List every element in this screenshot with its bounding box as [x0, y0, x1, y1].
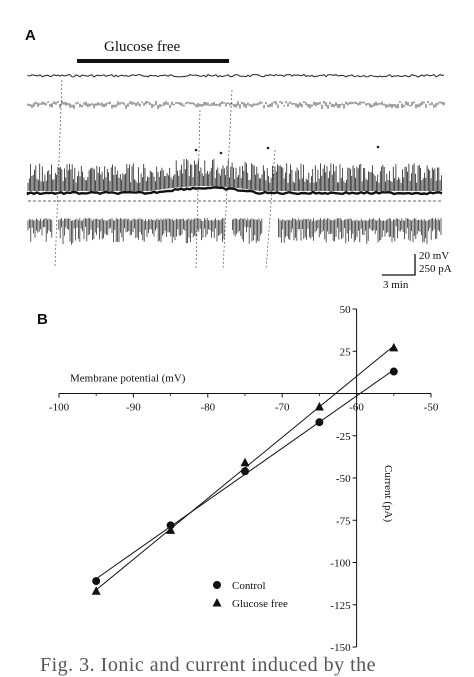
- x-tick-label: -50: [424, 402, 439, 414]
- chart-axes: -100 -90 -80 -70 -60 -50 50 25 -25 -50 -75 -100 -125…: [49, 304, 439, 654]
- data-point-control: [315, 418, 324, 427]
- trace-group: [26, 73, 445, 271]
- legend-label-control: Control: [232, 580, 266, 592]
- y-axis-title: Current (pA): [382, 465, 394, 522]
- y-tick-label: 50: [340, 304, 352, 316]
- data-point-control: [166, 521, 175, 530]
- panel-a-label: A: [25, 27, 36, 44]
- legend-marker-control: [213, 581, 221, 589]
- legend-label-glucose-free: Glucose free: [232, 598, 288, 610]
- data-point-glucose-free: [314, 402, 324, 411]
- chart-points: [91, 342, 399, 595]
- ramp-artefact: [54, 79, 63, 269]
- y-tick-label: -150: [330, 642, 351, 654]
- trace-4: [27, 218, 442, 245]
- recording-traces: [26, 59, 445, 276]
- trace-1: [27, 73, 445, 78]
- event-dot: [219, 151, 223, 155]
- event-dot: [266, 146, 270, 150]
- x-tick-label: -70: [275, 402, 290, 414]
- trace-3-spikes: [27, 158, 442, 191]
- glucose-free-label: Glucose free: [104, 39, 181, 55]
- scale-time-label: 3 min: [383, 279, 409, 291]
- ramp-artefact: [265, 149, 276, 271]
- ramp-artefact: [195, 109, 201, 271]
- event-dot: [376, 145, 380, 149]
- figure-caption: Fig. 3. Ionic and current induced by the: [40, 654, 377, 676]
- y-tick-label: -125: [330, 600, 351, 612]
- x-tick-label: -80: [200, 402, 215, 414]
- scale-bar: [382, 254, 416, 276]
- data-point-control: [92, 577, 101, 586]
- data-point-glucose-free: [389, 342, 399, 352]
- trace-2: [27, 101, 445, 109]
- y-tick-label: 25: [340, 346, 352, 358]
- data-point-control: [241, 467, 249, 476]
- trace-3-baseline: [26, 186, 443, 196]
- panel-b-label: B: [37, 311, 48, 328]
- scale-current-label: 250 pA: [419, 263, 452, 275]
- scale-voltage-label: 20 mV: [419, 250, 450, 262]
- x-tick-label: -90: [126, 402, 141, 414]
- chart-legend: Control Glucose free: [212, 580, 288, 610]
- data-point-glucose-free: [166, 525, 176, 534]
- data-point-glucose-free: [240, 457, 250, 467]
- x-tick-label: -60: [349, 402, 364, 414]
- y-tick-label: -50: [336, 473, 351, 485]
- event-dot: [194, 148, 198, 152]
- y-tick-label: -75: [336, 515, 351, 527]
- x-tick-label: -100: [49, 402, 70, 414]
- glucose-free-bar: [77, 59, 229, 63]
- data-point-control: [389, 367, 398, 376]
- y-tick-label: -25: [336, 431, 351, 443]
- y-tick-label: -100: [330, 558, 351, 570]
- data-point-glucose-free: [91, 586, 101, 595]
- x-axis-title: Membrane potential (mV): [70, 373, 186, 385]
- legend-marker-glucose-free: [212, 598, 222, 607]
